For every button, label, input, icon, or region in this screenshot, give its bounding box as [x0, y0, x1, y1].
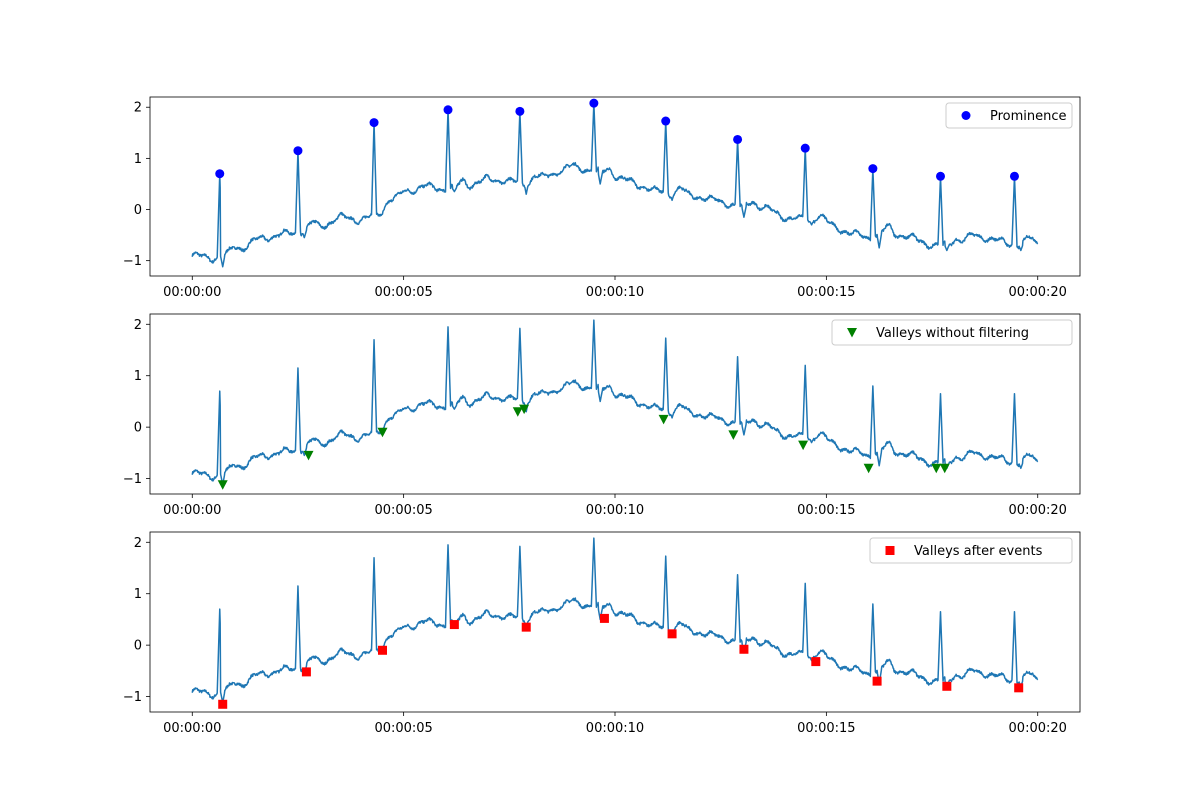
x-tick-label: 00:00:05: [374, 503, 432, 518]
marker-point: [739, 644, 749, 654]
legend-box: [945, 102, 1073, 129]
subplot-1: 00:00:00 00:00:05 00:00:10 00:00:15 00:00:20…: [123, 96, 1081, 300]
marker-point: [519, 404, 530, 415]
x-tick-label: 00:00:15: [797, 285, 855, 300]
x-tick-label: 00:00:10: [586, 721, 644, 736]
x-tick-label: 00:00:10: [586, 503, 644, 518]
marker-point: [369, 118, 379, 128]
marker-point: [303, 450, 314, 461]
y-tick-label: 2: [134, 536, 142, 551]
marker-point: [515, 106, 525, 116]
y-tick-label: 0: [134, 421, 142, 436]
marker-point: [800, 143, 810, 153]
x-tick-label: 00:00:00: [163, 503, 221, 518]
marker-point: [868, 164, 878, 174]
marker-point: [658, 414, 669, 425]
x-tick-label: 00:00:20: [1009, 285, 1067, 300]
legend-label: Prominence: [990, 109, 1067, 124]
legend-marker: [847, 328, 857, 338]
x-tick-label: 00:00:10: [586, 285, 644, 300]
marker-point: [521, 622, 531, 632]
y-tick-label: −1: [123, 690, 142, 705]
marker-point: [217, 480, 228, 490]
marker-point: [443, 105, 453, 115]
marker-point: [1009, 171, 1019, 181]
x-tick-label: 00:00:05: [374, 721, 432, 736]
marker-point: [301, 667, 311, 677]
signal-line: [191, 319, 1039, 486]
x-tick-label: 00:00:15: [797, 503, 855, 518]
marker-point: [931, 463, 942, 474]
signal-line: [191, 537, 1039, 704]
marker-point: [936, 171, 945, 181]
legend-box: [831, 319, 1073, 346]
marker-point: [667, 629, 677, 639]
y-tick-label: 0: [134, 203, 142, 218]
legend-box: [869, 537, 1073, 564]
marker-point: [728, 430, 739, 440]
marker-point: [589, 98, 599, 108]
marker-point: [449, 620, 459, 630]
x-tick-label: 00:00:15: [797, 721, 855, 736]
marker-point: [1014, 683, 1024, 693]
marker-point: [293, 146, 303, 156]
subplot-3: 00:00:00 00:00:05 00:00:10 00:00:15 00:00:20…: [123, 531, 1081, 736]
x-tick-label: 00:00:20: [1009, 503, 1067, 518]
marker-point: [599, 613, 609, 623]
marker-point: [378, 645, 387, 655]
legend-marker: [885, 546, 895, 555]
marker-point: [872, 676, 882, 686]
legend-marker: [961, 111, 971, 120]
y-tick-label: 2: [134, 101, 142, 116]
x-tick-label: 00:00:00: [163, 721, 221, 736]
y-tick-label: 1: [134, 587, 142, 602]
subplots: 00:00:00 00:00:05 00:00:10 00:00:15 00:00:20…: [123, 96, 1081, 736]
marker-point: [512, 407, 523, 417]
y-tick-label: 0: [134, 639, 142, 654]
legend-label: Valleys after events: [914, 544, 1043, 559]
y-tick-label: 1: [134, 152, 142, 167]
y-tick-label: 1: [134, 369, 142, 384]
marker-point: [863, 463, 874, 474]
marker-point: [939, 463, 950, 474]
marker-point: [798, 440, 809, 451]
x-tick-label: 00:00:20: [1009, 721, 1067, 736]
marker-point: [733, 134, 743, 144]
signal-line: [191, 102, 1039, 268]
marker-point: [942, 681, 952, 691]
x-tick-label: 00:00:00: [163, 285, 221, 300]
y-tick-label: −1: [123, 254, 142, 269]
marker-point: [218, 699, 228, 709]
marker-point: [811, 657, 821, 667]
marker-point: [661, 116, 671, 126]
y-tick-label: 2: [134, 318, 142, 333]
y-tick-label: −1: [123, 472, 142, 487]
marker-point: [377, 427, 388, 438]
x-tick-label: 00:00:05: [374, 285, 432, 300]
subplot-2: 00:00:00 00:00:05 00:00:10 00:00:15 00:00:20…: [123, 313, 1081, 518]
legend-label: Valleys without filtering: [876, 326, 1029, 341]
marker-point: [215, 169, 225, 179]
